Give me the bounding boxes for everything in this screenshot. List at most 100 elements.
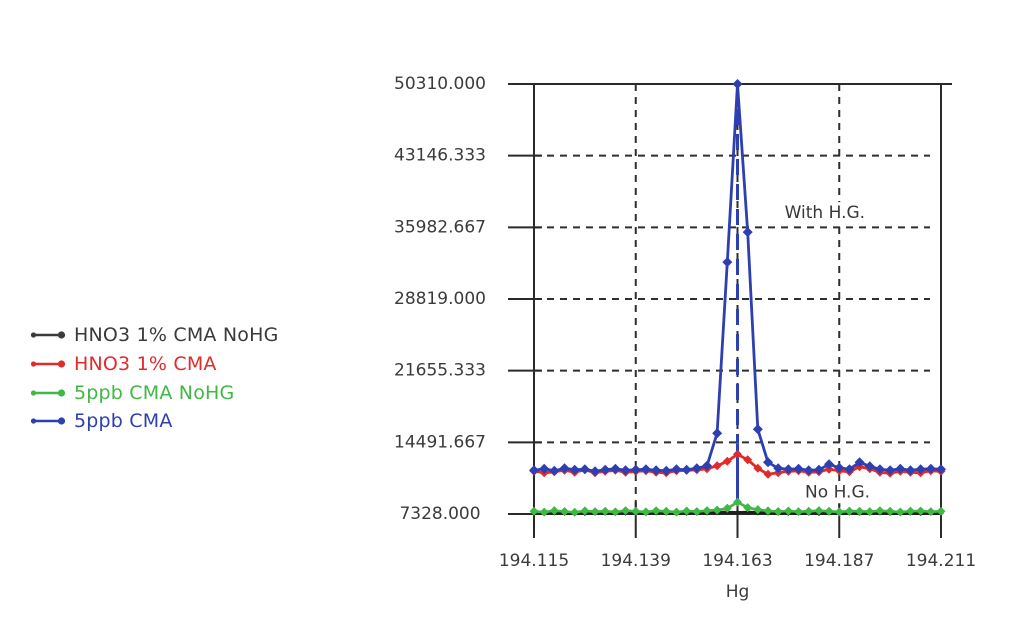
- data-point-marker-icon: [580, 506, 590, 516]
- data-point-marker-icon: [885, 506, 895, 516]
- data-point-marker-icon: [824, 459, 835, 470]
- x-tick-label: 194.187: [804, 551, 874, 571]
- x-tick-label: 194.139: [601, 551, 671, 571]
- legend-item-label: HNO3 1% CMA: [74, 353, 217, 376]
- y-tick-label: 35982.667: [394, 217, 486, 237]
- data-point-marker-icon: [905, 465, 916, 476]
- data-point-marker-icon: [783, 464, 794, 475]
- data-point-marker-icon: [600, 506, 610, 516]
- annotation: No H.G.: [796, 481, 879, 504]
- legend-line-marker-icon: [30, 360, 66, 368]
- y-tick-label: 7328.000: [399, 504, 480, 524]
- data-point-marker-icon: [925, 463, 936, 474]
- data-point-marker-icon: [722, 257, 733, 268]
- data-point-marker-icon: [804, 506, 814, 516]
- legend: HNO3 1% CMA NoHG HNO3 1% CMA 5ppb CMA NoHG…: [30, 321, 279, 436]
- data-point-marker-icon: [834, 507, 844, 517]
- x-tick-label: 194.211: [906, 551, 976, 571]
- x-tick-label: 194.115: [499, 551, 569, 571]
- y-tick-label: 21655.333: [394, 361, 486, 381]
- data-point-marker-icon: [641, 507, 651, 517]
- data-point-marker-icon: [640, 464, 651, 475]
- legend-item: 5ppb CMA: [30, 407, 279, 436]
- data-point-marker-icon: [570, 507, 580, 517]
- data-point-marker-icon: [539, 507, 549, 517]
- data-point-marker-icon: [865, 507, 875, 517]
- data-point-marker-icon: [742, 227, 753, 238]
- data-point-marker-icon: [590, 466, 601, 477]
- legend-line-marker-icon: [30, 417, 66, 426]
- data-point-marker-icon: [529, 506, 539, 516]
- data-point-marker-icon: [671, 464, 682, 475]
- data-point-marker-icon: [763, 506, 773, 516]
- data-point-marker-icon: [712, 461, 722, 471]
- data-point-marker-icon: [926, 507, 936, 517]
- data-point-marker-icon: [916, 506, 926, 516]
- data-point-marker-icon: [600, 464, 611, 475]
- data-point-marker-icon: [702, 506, 712, 516]
- data-point-marker-icon: [814, 506, 824, 516]
- data-point-marker-icon: [743, 455, 753, 465]
- legend-item: HNO3 1% CMA: [30, 350, 279, 379]
- data-point-marker-icon: [905, 506, 915, 516]
- legend-item-label: HNO3 1% CMA NoHG: [74, 324, 279, 347]
- data-point-marker-icon: [734, 509, 741, 516]
- data-point-marker-icon: [701, 460, 712, 471]
- y-tick-label: 43146.333: [394, 146, 486, 166]
- data-point-marker-icon: [834, 462, 845, 473]
- data-point-marker-icon: [875, 506, 885, 516]
- annotation-text: No H.G.: [805, 482, 870, 502]
- data-point-marker-icon: [579, 464, 590, 475]
- data-point-marker-icon: [743, 503, 753, 513]
- axes: 7328.000 14491.667 21655.333 28819.000 35982…: [394, 74, 976, 571]
- data-point-marker-icon: [844, 506, 854, 516]
- data-point-marker-icon: [732, 79, 743, 89]
- data-point-marker-icon: [560, 506, 570, 516]
- series-5ppb-cma: [529, 79, 946, 477]
- data-point-marker-icon: [885, 465, 896, 476]
- data-point-marker-icon: [529, 465, 539, 476]
- legend-line-marker-icon: [30, 389, 66, 397]
- data-point-marker-icon: [874, 464, 885, 475]
- data-point-marker-icon: [763, 469, 773, 479]
- data-point-marker-icon: [895, 463, 906, 474]
- data-point-marker-icon: [549, 465, 560, 476]
- data-point-marker-icon: [803, 465, 814, 476]
- data-point-marker-icon: [691, 463, 702, 474]
- data-point-marker-icon: [712, 505, 722, 515]
- gridlines: [534, 84, 930, 514]
- data-point-marker-icon: [610, 463, 621, 474]
- series-5ppb-cma-nohg: [529, 497, 946, 517]
- data-point-marker-icon: [744, 509, 751, 516]
- data-point-marker-icon: [661, 506, 671, 516]
- data-point-marker-icon: [936, 464, 946, 475]
- data-point-marker-icon: [620, 465, 631, 476]
- data-point-marker-icon: [773, 506, 783, 516]
- data-point-marker-icon: [854, 457, 865, 468]
- data-point-marker-icon: [936, 506, 946, 516]
- data-point-marker-icon: [692, 507, 702, 517]
- annotation: With H.G.: [773, 202, 877, 225]
- annotation-text: With H.G.: [785, 203, 865, 223]
- data-point-marker-icon: [753, 505, 763, 515]
- data-point-marker-icon: [681, 464, 692, 475]
- x-axis-title: Hg: [725, 582, 750, 602]
- data-point-marker-icon: [651, 506, 661, 516]
- data-point-marker-icon: [773, 463, 784, 474]
- data-point-marker-icon: [610, 507, 620, 517]
- data-point-marker-icon: [813, 464, 824, 475]
- data-point-marker-icon: [752, 424, 763, 435]
- data-point-marker-icon: [722, 503, 732, 513]
- data-point-marker-icon: [722, 456, 732, 466]
- y-tick-label: 50310.000: [394, 74, 486, 94]
- y-tick-label: 14491.667: [394, 432, 486, 452]
- data-point-marker-icon: [793, 463, 804, 474]
- data-point-marker-icon: [630, 464, 641, 475]
- data-point-marker-icon: [549, 506, 559, 516]
- data-point-marker-icon: [733, 449, 742, 459]
- data-point-marker-icon: [661, 465, 672, 476]
- data-point-marker-icon: [864, 461, 875, 472]
- data-point-marker-icon: [559, 463, 570, 474]
- legend-item-label: 5ppb CMA NoHG: [74, 381, 235, 404]
